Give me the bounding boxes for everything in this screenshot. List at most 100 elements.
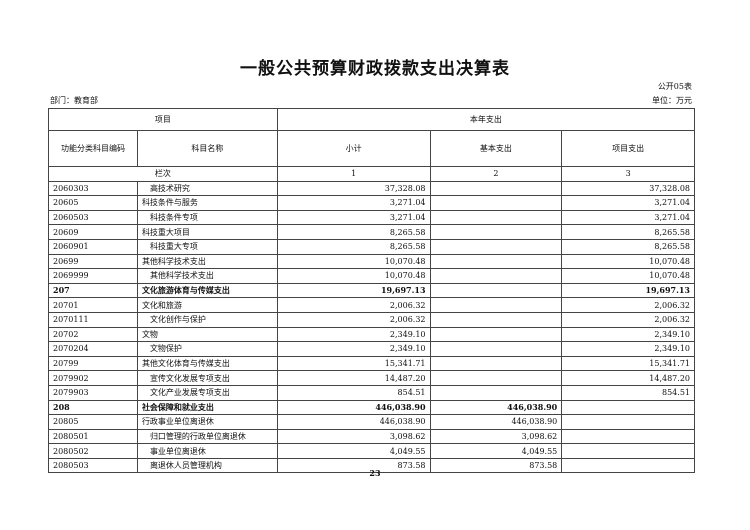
cell-subtotal: 854.51 <box>276 384 431 401</box>
cell-project <box>561 457 695 474</box>
table-row: 208 社会保障和就业支出 446,038.90 446,038.90 <box>48 399 695 416</box>
cell-project: 2,006.32 <box>561 311 695 328</box>
cell-code: 20699 <box>48 253 138 270</box>
table-row: 2079902 宣传文化发展专项支出 14,487.20 14,487.20 <box>48 370 695 386</box>
cell-code: 2079903 <box>48 384 138 401</box>
header-item: 项目 <box>48 108 278 131</box>
cell-code: 20605 <box>48 195 138 211</box>
header-subtotal: 小计 <box>276 130 431 167</box>
cell-name: 其他科学技术支出 <box>136 253 278 270</box>
column-number-2: 2 <box>429 166 563 182</box>
cell-name: 文化创作与保护 <box>136 311 278 328</box>
cell-code: 2070111 <box>48 311 138 328</box>
unit-label: 单位：万元 <box>652 96 692 105</box>
table-row: 2080501 归口管理的行政单位离退休 3,098.62 3,098.62 <box>48 428 695 445</box>
cell-subtotal: 2,349.10 <box>276 341 431 357</box>
cell-code: 2079902 <box>48 370 138 386</box>
cell-project <box>561 414 695 430</box>
cell-basic: 3,098.62 <box>429 428 563 445</box>
cell-project: 2,349.10 <box>561 326 695 343</box>
page-number: 23 <box>369 468 381 478</box>
table-row: 20701 文化和旅游 2,006.32 2,006.32 <box>48 297 695 313</box>
cell-project: 10,070.48 <box>561 268 695 284</box>
cell-basic <box>429 384 563 401</box>
cell-basic <box>429 297 563 313</box>
cell-basic: 873.58 <box>429 457 563 474</box>
cell-name: 科技重大项目 <box>136 224 278 240</box>
cell-project: 19,697.13 <box>561 282 695 299</box>
cell-basic <box>429 282 563 299</box>
cell-basic <box>429 253 563 270</box>
cell-code: 208 <box>48 399 138 416</box>
cell-name: 离退休人员管理机构 <box>136 457 278 474</box>
cell-project: 14,487.20 <box>561 370 695 386</box>
cell-name: 其他文化体育与传媒支出 <box>136 355 278 372</box>
cell-code: 20609 <box>48 224 138 240</box>
cell-basic <box>429 224 563 240</box>
column-number-label: 栏次 <box>48 166 278 182</box>
cell-name: 科技重大专项 <box>136 238 278 255</box>
cell-project: 854.51 <box>561 384 695 401</box>
table-row: 2060303 高技术研究 37,328.08 37,328.08 <box>48 180 695 197</box>
table-row: 2080502 事业单位离退休 4,049.55 4,049.55 <box>48 443 695 459</box>
cell-name: 行政事业单位离退休 <box>136 414 278 430</box>
cell-project: 8,265.58 <box>561 224 695 240</box>
cell-basic <box>429 195 563 211</box>
cell-subtotal: 10,070.48 <box>276 253 431 270</box>
table-row: 2060503 科技条件专项 3,271.04 3,271.04 <box>48 209 695 226</box>
table-row: 20605 科技条件与服务 3,271.04 3,271.04 <box>48 195 695 211</box>
cell-basic <box>429 238 563 255</box>
header-project: 项目支出 <box>561 130 695 167</box>
cell-name: 归口管理的行政单位离退休 <box>136 428 278 445</box>
cell-subtotal: 2,006.32 <box>276 297 431 313</box>
cell-name: 其他科学技术支出 <box>136 268 278 284</box>
cell-code: 20701 <box>48 297 138 313</box>
cell-code: 2060303 <box>48 180 138 197</box>
cell-project: 3,271.04 <box>561 195 695 211</box>
column-number-1: 1 <box>276 166 431 182</box>
column-number-row: 栏次 1 2 3 <box>48 166 695 182</box>
table-row: 20805 行政事业单位离退休 446,038.90 446,038.90 <box>48 414 695 430</box>
department: 部门：教育部 <box>50 96 98 105</box>
table-row: 2069999 其他科学技术支出 10,070.48 10,070.48 <box>48 268 695 284</box>
page-title: 一般公共预算财政拨款支出决算表 <box>240 59 510 79</box>
cell-project: 15,341.71 <box>561 355 695 372</box>
cell-subtotal: 446,038.90 <box>276 414 431 430</box>
cell-code: 2060503 <box>48 209 138 226</box>
table-row: 20609 科技重大项目 8,265.58 8,265.58 <box>48 224 695 240</box>
cell-basic <box>429 268 563 284</box>
cell-basic: 446,038.90 <box>429 414 563 430</box>
table-row: 20799 其他文化体育与传媒支出 15,341.71 15,341.71 <box>48 355 695 372</box>
table-row: 2070204 文物保护 2,349.10 2,349.10 <box>48 341 695 357</box>
cell-code: 2069999 <box>48 268 138 284</box>
cell-subtotal: 873.58 <box>276 457 431 474</box>
table-row: 207 文化旅游体育与传媒支出 19,697.13 19,697.13 <box>48 282 695 299</box>
header-name: 科目名称 <box>136 130 278 167</box>
cell-subtotal: 10,070.48 <box>276 268 431 284</box>
cell-code: 2080503 <box>48 457 138 474</box>
cell-subtotal: 15,341.71 <box>276 355 431 372</box>
header-row: 功能分类科目编码 科目名称 小计 基本支出 项目支出 <box>48 130 695 167</box>
table-row: 20699 其他科学技术支出 10,070.48 10,070.48 <box>48 253 695 270</box>
cell-basic <box>429 326 563 343</box>
cell-subtotal: 3,098.62 <box>276 428 431 445</box>
cell-basic <box>429 341 563 357</box>
cell-project <box>561 399 695 416</box>
header-basic: 基本支出 <box>429 130 563 167</box>
cell-basic <box>429 370 563 386</box>
cell-project <box>561 428 695 445</box>
cell-subtotal: 8,265.58 <box>276 224 431 240</box>
cell-name: 文化旅游体育与传媒支出 <box>136 282 278 299</box>
cell-name: 文化产业发展专项支出 <box>136 384 278 401</box>
header-row: 项目 本年支出 <box>48 108 696 131</box>
cell-project: 3,271.04 <box>561 209 695 226</box>
cell-code: 207 <box>48 282 138 299</box>
cell-basic: 4,049.55 <box>429 443 563 459</box>
cell-basic: 446,038.90 <box>429 399 563 416</box>
header-code: 功能分类科目编码 <box>48 130 138 167</box>
column-number-3: 3 <box>561 166 695 182</box>
cell-subtotal: 3,271.04 <box>276 195 431 211</box>
cell-basic <box>429 355 563 372</box>
cell-subtotal: 37,328.08 <box>276 180 431 197</box>
cell-name: 高技术研究 <box>136 180 278 197</box>
